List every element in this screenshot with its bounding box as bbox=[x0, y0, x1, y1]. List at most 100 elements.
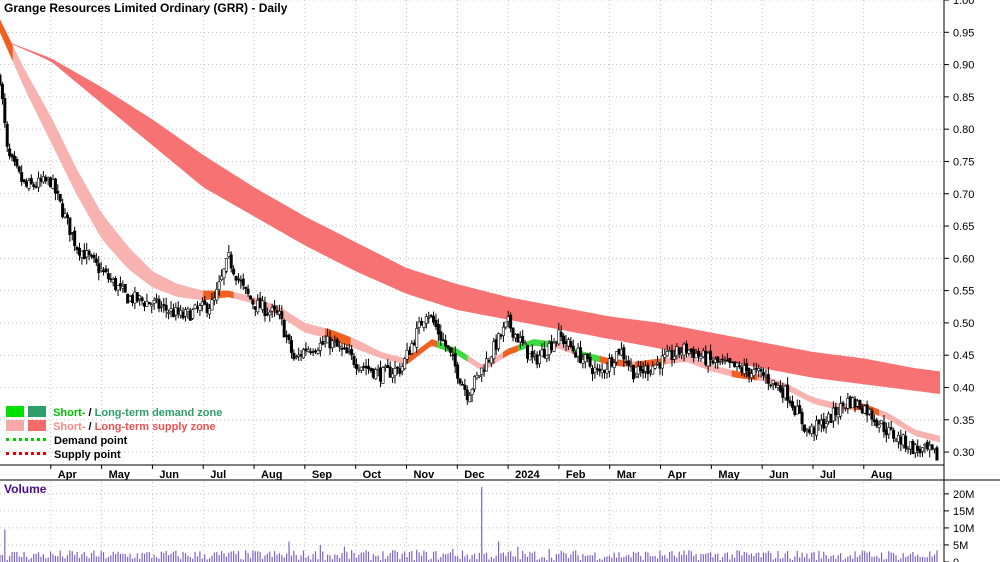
candle-body bbox=[102, 270, 106, 273]
y-tick-label: 0.80 bbox=[953, 124, 974, 136]
candle-body bbox=[619, 349, 623, 356]
candle-body bbox=[836, 414, 840, 418]
legend-supply-zone: Short- / Long-term supply zone bbox=[6, 420, 222, 434]
y-tick-label: 0.35 bbox=[953, 415, 974, 427]
zone-crossover bbox=[503, 344, 519, 359]
candle-body bbox=[824, 423, 828, 428]
candle-body bbox=[17, 166, 21, 172]
candle-body bbox=[634, 375, 638, 379]
x-tick-label: May bbox=[718, 469, 740, 481]
candle-body bbox=[889, 427, 893, 430]
candle-body bbox=[523, 342, 527, 345]
candle-body bbox=[694, 353, 698, 359]
candle-body bbox=[333, 341, 337, 344]
candle-body bbox=[569, 341, 573, 347]
candle-body bbox=[648, 371, 652, 374]
candle-body bbox=[32, 184, 36, 187]
candle-body bbox=[321, 341, 325, 345]
candle-body bbox=[610, 357, 614, 367]
candle-body bbox=[689, 348, 693, 352]
candle-body bbox=[275, 310, 279, 313]
candle-body bbox=[470, 388, 474, 395]
candle-body bbox=[721, 358, 725, 361]
candle-body bbox=[328, 337, 332, 349]
candle-body bbox=[933, 448, 937, 451]
candle-body bbox=[511, 327, 515, 338]
candle-body bbox=[436, 323, 440, 335]
candle-body bbox=[174, 307, 178, 316]
candle-body bbox=[311, 351, 315, 353]
candle-body bbox=[798, 405, 802, 414]
candle-body bbox=[8, 148, 12, 157]
candle-body bbox=[863, 405, 867, 414]
candle-body bbox=[20, 172, 24, 182]
y-tick-label: 0.45 bbox=[953, 350, 974, 362]
candle-body bbox=[126, 293, 130, 304]
chart-title: Grange Resources Limited Ordinary (GRR) … bbox=[4, 1, 288, 15]
candle-body bbox=[860, 408, 864, 414]
x-tick-label: Nov bbox=[413, 469, 435, 481]
candle-body bbox=[424, 316, 428, 324]
x-tick-label: Apr bbox=[58, 469, 78, 481]
candle-body bbox=[27, 180, 31, 189]
candle-body bbox=[145, 301, 149, 307]
y-tick-label: 0.85 bbox=[953, 92, 974, 104]
x-axis: Apr May Jun Jul Aug Sep Oct Nov Dec 2024 Feb Mar Apr… bbox=[0, 464, 1000, 481]
candle-body bbox=[248, 295, 252, 300]
candle-body bbox=[46, 177, 50, 180]
candle-body bbox=[591, 368, 595, 375]
candle-body bbox=[593, 367, 597, 373]
candle-body bbox=[477, 375, 481, 377]
candle-body bbox=[22, 179, 26, 182]
candle-body bbox=[5, 123, 9, 147]
x-tick-label: Feb bbox=[566, 469, 586, 481]
candle-body bbox=[94, 258, 98, 263]
candle-body bbox=[301, 349, 305, 359]
candle-body bbox=[367, 365, 371, 370]
candle-body bbox=[786, 384, 790, 401]
candle-body bbox=[639, 365, 643, 371]
candle-body bbox=[815, 420, 819, 436]
candle-body bbox=[268, 311, 272, 316]
candle-body bbox=[485, 358, 489, 372]
candle-body bbox=[696, 350, 700, 357]
candle-body bbox=[15, 158, 19, 167]
candle-body bbox=[913, 444, 917, 454]
candle-body bbox=[492, 341, 496, 360]
candle-body bbox=[393, 367, 397, 377]
legend-supply-short: Short- bbox=[53, 421, 86, 433]
candle-body bbox=[884, 429, 888, 436]
candle-body bbox=[831, 407, 835, 422]
candle-body bbox=[887, 427, 891, 435]
candle-body bbox=[354, 364, 358, 369]
candle-body bbox=[162, 304, 166, 306]
candle-body bbox=[872, 419, 876, 423]
candle-body bbox=[564, 341, 568, 345]
candle-body bbox=[646, 365, 650, 375]
candle-body bbox=[728, 358, 732, 364]
candle-body bbox=[410, 343, 414, 354]
short-term-supply-zone bbox=[0, 19, 940, 443]
candle-body bbox=[745, 363, 749, 371]
candle-body bbox=[552, 342, 556, 352]
candle-body bbox=[892, 430, 896, 439]
candle-body bbox=[227, 252, 231, 257]
candle-body bbox=[581, 359, 585, 364]
legend-demand-point: Demand point bbox=[6, 434, 222, 448]
candle-body bbox=[480, 367, 484, 375]
candle-body bbox=[106, 273, 110, 280]
short-demand-swatch bbox=[6, 406, 24, 417]
candle-body bbox=[687, 349, 691, 354]
candle-body bbox=[265, 313, 269, 316]
candle-body bbox=[600, 369, 604, 374]
candle-body bbox=[521, 336, 525, 344]
candle-body bbox=[930, 444, 934, 450]
candle-body bbox=[285, 335, 289, 337]
candle-body bbox=[130, 295, 134, 303]
candle-body bbox=[99, 268, 103, 271]
candle-body bbox=[528, 353, 532, 361]
candle-body bbox=[420, 320, 424, 326]
candle-body bbox=[636, 366, 640, 375]
candle-body bbox=[583, 354, 587, 363]
candle-body bbox=[297, 354, 301, 357]
